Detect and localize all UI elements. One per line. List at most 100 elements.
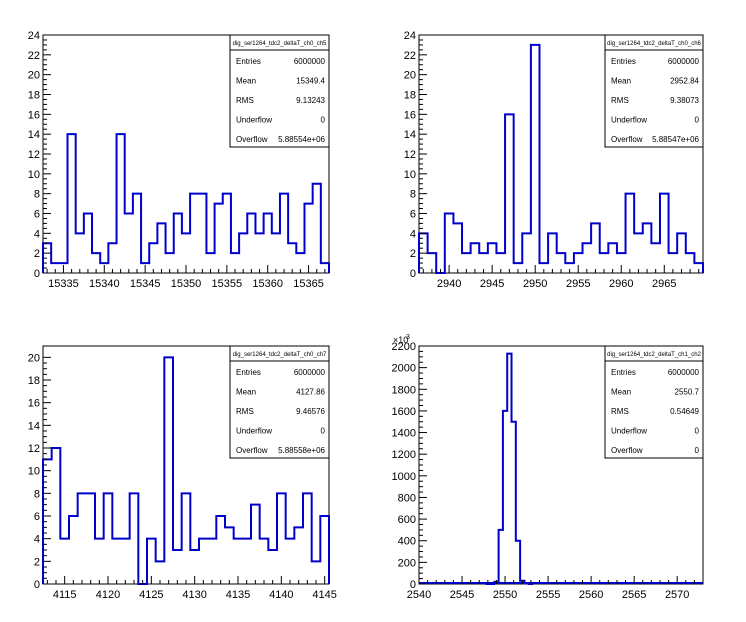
stats-key: Underflow — [611, 427, 647, 436]
stats-box: dig_ser1264_tdc2_deltaT_ch0_ch7 Entries 60… — [229, 345, 330, 459]
stats-value: 0 — [695, 446, 700, 455]
stats-value: 6000000 — [294, 57, 326, 66]
y-tick-label: 18 — [404, 90, 416, 102]
x-tick-label: 2560 — [579, 589, 603, 601]
stats-key: RMS — [236, 407, 254, 416]
y-tick-label: 1200 — [392, 449, 416, 461]
stats-key: Overflow — [611, 135, 643, 144]
x-tick-label: 2945 — [480, 278, 504, 290]
histogram-panel-3: 0 2 4 6 8 10 12 14 16 18 20 4115 4120 4125 4130 4135 414… — [28, 345, 337, 601]
y-tick-label: 800 — [398, 492, 416, 504]
y-tick-label: 400 — [398, 536, 416, 548]
y-tick-label: 1000 — [392, 471, 416, 483]
stats-value: 0 — [695, 116, 700, 125]
y-tick-label: 18 — [28, 90, 40, 102]
y-tick-label: 2 — [410, 248, 416, 260]
stats-key: Entries — [236, 57, 261, 66]
x-tick-label: 2950 — [523, 278, 547, 290]
y-tick-label: 20 — [28, 70, 40, 82]
stats-key: Underflow — [236, 427, 272, 436]
x-tick-label: 15345 — [130, 278, 161, 290]
stats-title: dig_ser1264_tdc2_deltaT_ch0_ch6 — [607, 41, 701, 47]
stats-value: 2550.7 — [675, 388, 700, 397]
stats-key: Entries — [236, 368, 261, 377]
stats-box: dig_ser1264_tdc2_deltaT_ch0_ch5 Entries 60… — [229, 34, 330, 148]
y-tick-label: 22 — [28, 50, 40, 62]
x-tick-label: 2540 — [407, 589, 431, 601]
x-tick-label: 2545 — [450, 589, 474, 601]
y-tick-label: 14 — [28, 129, 40, 141]
stats-value: 4127.86 — [296, 388, 325, 397]
stats-key: Mean — [611, 388, 631, 397]
stats-key: RMS — [611, 407, 629, 416]
stats-value: 6000000 — [668, 368, 700, 377]
y-tick-label: 8 — [34, 189, 40, 201]
y-tick-label: 1800 — [392, 384, 416, 396]
stats-value: 9.38073 — [670, 96, 699, 105]
x-tick-label: 15365 — [293, 278, 324, 290]
y-tick-label: 1400 — [392, 428, 416, 440]
stats-value: 0.54649 — [670, 407, 699, 416]
y-axis-exponent: ×10 — [393, 335, 408, 345]
x-tick-label: 4135 — [226, 589, 250, 601]
y-tick-label: 6 — [410, 209, 416, 221]
y-tick-label: 0 — [34, 268, 40, 280]
y-tick-label: 16 — [28, 398, 40, 410]
histogram-panel-4: 0 200 400 600 800 1000 1200 1400 1600 1800 2000 220… — [392, 334, 704, 601]
stats-value: 0 — [321, 116, 326, 125]
x-tick-label: 15350 — [171, 278, 202, 290]
x-tick-label: 15335 — [48, 278, 79, 290]
x-tick-label: 15355 — [212, 278, 243, 290]
stats-box: dig_ser1264_tdc2_deltaT_ch1_ch2 Entries 60… — [604, 345, 704, 459]
stats-value: 15349.4 — [296, 77, 325, 86]
y-tick-label: 14 — [404, 129, 416, 141]
stats-value: 5.88554e+06 — [278, 135, 325, 144]
stats-title: dig_ser1264_tdc2_deltaT_ch1_ch2 — [607, 352, 701, 358]
stats-key: Mean — [236, 388, 256, 397]
stats-key: Overflow — [236, 135, 268, 144]
stats-key: Entries — [611, 368, 636, 377]
x-tick-label: 2960 — [609, 278, 633, 290]
y-tick-label: 12 — [28, 149, 40, 161]
stats-value: 0 — [695, 427, 700, 436]
stats-key: RMS — [236, 96, 254, 105]
y-tick-label: 4 — [34, 534, 40, 546]
stats-box-frame — [604, 345, 704, 459]
stats-value: 0 — [321, 427, 326, 436]
x-tick-label: 4125 — [139, 589, 163, 601]
x-tick-label: 2570 — [665, 589, 689, 601]
stats-key: Mean — [611, 77, 631, 86]
y-tick-label: 14 — [28, 420, 40, 432]
y-tick-label: 2200 — [392, 341, 416, 353]
x-tick-label: 4130 — [182, 589, 206, 601]
stats-box-frame — [229, 345, 330, 459]
y-tick-label: 2000 — [392, 363, 416, 375]
y-tick-label: 10 — [28, 169, 40, 181]
y-tick-label: 22 — [404, 50, 416, 62]
x-tick-label: 2955 — [566, 278, 590, 290]
y-tick-label: 0 — [410, 579, 416, 591]
y-tick-label: 16 — [28, 109, 40, 121]
y-tick-label: 8 — [410, 189, 416, 201]
stats-key: Overflow — [236, 446, 268, 455]
y-tick-label: 2 — [34, 556, 40, 568]
histogram-series — [42, 133, 330, 273]
y-tick-label: 600 — [398, 514, 416, 526]
stats-value: 5.88547e+06 — [652, 135, 699, 144]
y-tick-label: 20 — [28, 352, 40, 364]
stats-key: Underflow — [611, 116, 647, 125]
y-tick-label: 6 — [34, 209, 40, 221]
x-tick-label: 2555 — [536, 589, 560, 601]
y-tick-label: 2 — [34, 248, 40, 260]
y-tick-label: 16 — [404, 109, 416, 121]
stats-box-frame — [604, 34, 704, 148]
x-tick-label: 2965 — [652, 278, 676, 290]
stats-key: RMS — [611, 96, 629, 105]
stats-key: Entries — [611, 57, 636, 66]
y-tick-label: 24 — [28, 30, 40, 42]
x-tick-label: 4115 — [53, 589, 77, 601]
x-tick-label: 4140 — [269, 589, 293, 601]
y-tick-label: 12 — [28, 443, 40, 455]
